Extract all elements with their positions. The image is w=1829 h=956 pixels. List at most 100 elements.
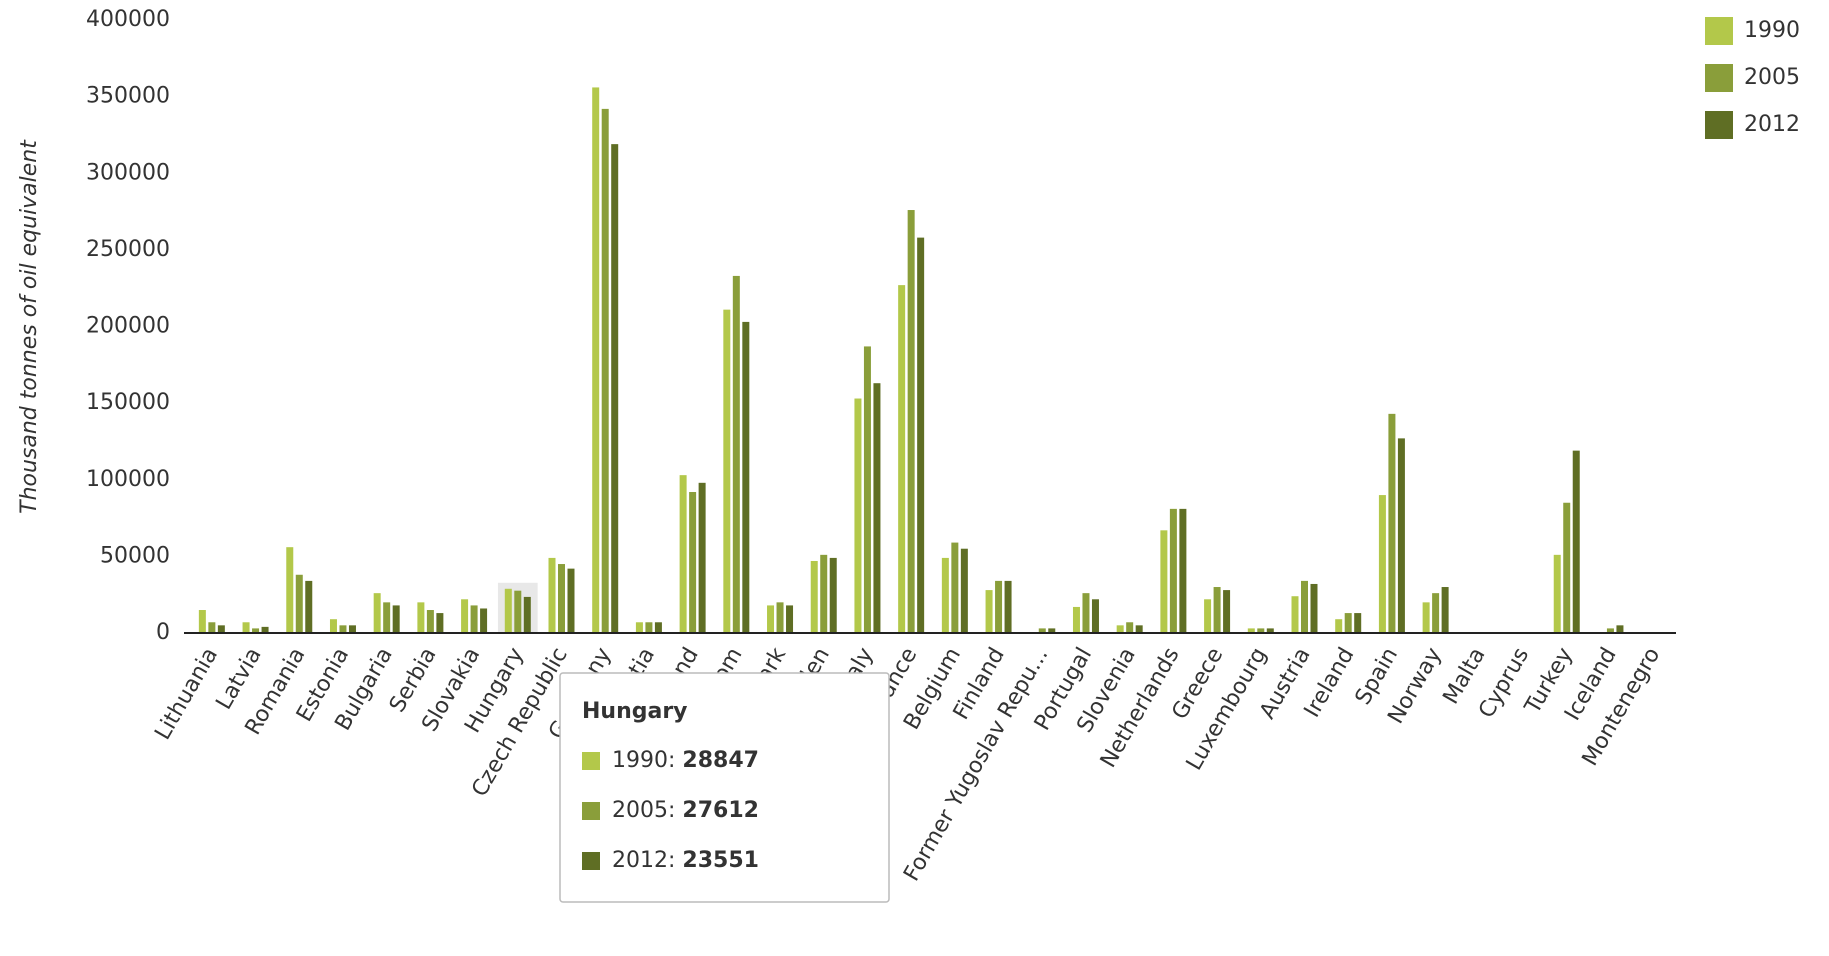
bar[interactable] — [1004, 580, 1012, 633]
bar[interactable] — [1344, 613, 1352, 633]
bar[interactable] — [470, 605, 478, 633]
bar[interactable] — [1116, 625, 1124, 633]
bar[interactable] — [1397, 438, 1405, 633]
bar[interactable] — [1160, 530, 1168, 633]
bar[interactable] — [1223, 590, 1231, 633]
bar[interactable] — [567, 568, 575, 633]
bar[interactable] — [523, 596, 531, 633]
bar[interactable] — [742, 321, 750, 633]
bar[interactable] — [995, 580, 1003, 633]
bar[interactable] — [1266, 628, 1274, 633]
bar[interactable] — [960, 548, 968, 633]
bar[interactable] — [348, 625, 356, 633]
bar[interactable] — [242, 622, 250, 633]
bar[interactable] — [1310, 583, 1318, 633]
bar[interactable] — [461, 599, 469, 633]
bar[interactable] — [1135, 625, 1143, 633]
bar[interactable] — [1257, 628, 1265, 633]
bar[interactable] — [1072, 606, 1080, 633]
bar[interactable] — [426, 610, 434, 633]
bar[interactable] — [373, 593, 381, 633]
bar[interactable] — [732, 275, 740, 633]
bar[interactable] — [252, 628, 260, 633]
bar[interactable] — [679, 475, 687, 633]
bar[interactable] — [339, 625, 347, 633]
bar[interactable] — [1422, 602, 1430, 633]
bar[interactable] — [198, 610, 206, 633]
bar[interactable] — [1432, 593, 1440, 633]
bar[interactable] — [417, 602, 425, 633]
bar[interactable] — [907, 210, 915, 633]
bar[interactable] — [985, 590, 993, 633]
bar[interactable] — [1091, 599, 1099, 633]
bar[interactable] — [1082, 593, 1090, 633]
bar[interactable] — [305, 580, 313, 633]
bar[interactable] — [217, 625, 225, 633]
bar[interactable] — [1553, 554, 1561, 633]
bar[interactable] — [480, 608, 488, 633]
bar[interactable] — [767, 605, 775, 633]
bar[interactable] — [514, 590, 522, 633]
y-tick-label: 300000 — [86, 160, 170, 185]
bar[interactable] — [436, 613, 444, 633]
bar[interactable] — [504, 588, 512, 633]
bar[interactable] — [1301, 580, 1308, 633]
bar[interactable] — [863, 346, 871, 633]
bar[interactable] — [1616, 625, 1624, 633]
tooltip-line: 2005: 27612 — [612, 798, 759, 823]
bar[interactable] — [592, 87, 600, 634]
bar[interactable] — [854, 398, 862, 633]
bar[interactable] — [698, 482, 706, 633]
bar[interactable] — [1169, 508, 1177, 633]
bar[interactable] — [611, 144, 619, 633]
bar[interactable] — [898, 285, 906, 633]
bar[interactable] — [1038, 628, 1046, 633]
tooltip-sep: : — [668, 748, 682, 773]
bar[interactable] — [329, 619, 337, 633]
bar[interactable] — [917, 237, 925, 634]
bar[interactable] — [829, 557, 837, 633]
bar[interactable] — [1563, 502, 1571, 633]
bar[interactable] — [873, 383, 881, 633]
bar[interactable] — [1441, 587, 1449, 633]
bar[interactable] — [1606, 628, 1614, 633]
bar[interactable] — [548, 557, 556, 633]
tooltip-value: 28847 — [682, 748, 759, 773]
bar[interactable] — [1388, 413, 1396, 633]
bar[interactable] — [1335, 619, 1343, 633]
bar[interactable] — [635, 622, 643, 633]
bar[interactable] — [1213, 587, 1221, 633]
bar[interactable] — [1291, 596, 1299, 633]
bar[interactable] — [786, 605, 794, 633]
bar[interactable] — [558, 564, 565, 633]
bar[interactable] — [1572, 450, 1580, 633]
legend-label: 1990 — [1744, 18, 1800, 43]
bar[interactable] — [689, 492, 697, 633]
bar[interactable] — [1354, 613, 1362, 633]
bar[interactable] — [654, 622, 662, 633]
bar[interactable] — [286, 547, 294, 633]
bar[interactable] — [951, 542, 959, 633]
bar[interactable] — [941, 557, 949, 633]
bar[interactable] — [1126, 622, 1134, 633]
y-tick-label: 100000 — [86, 467, 170, 492]
bar[interactable] — [820, 554, 828, 633]
bar[interactable] — [295, 574, 303, 633]
bar[interactable] — [810, 560, 818, 633]
bar[interactable] — [392, 605, 400, 633]
bar[interactable] — [776, 602, 784, 633]
bar[interactable] — [645, 622, 653, 633]
tooltip-value: 23551 — [682, 848, 759, 873]
bar[interactable] — [208, 622, 216, 633]
bar[interactable] — [1048, 628, 1056, 633]
bar[interactable] — [261, 626, 269, 633]
bar[interactable] — [1247, 628, 1255, 633]
bar[interactable] — [601, 108, 609, 633]
bar[interactable] — [723, 309, 731, 633]
bar[interactable] — [383, 602, 391, 633]
tooltip-series: 2012 — [612, 848, 668, 873]
bar[interactable] — [1179, 508, 1187, 633]
bar[interactable] — [1204, 599, 1212, 633]
bar[interactable] — [1378, 495, 1386, 633]
